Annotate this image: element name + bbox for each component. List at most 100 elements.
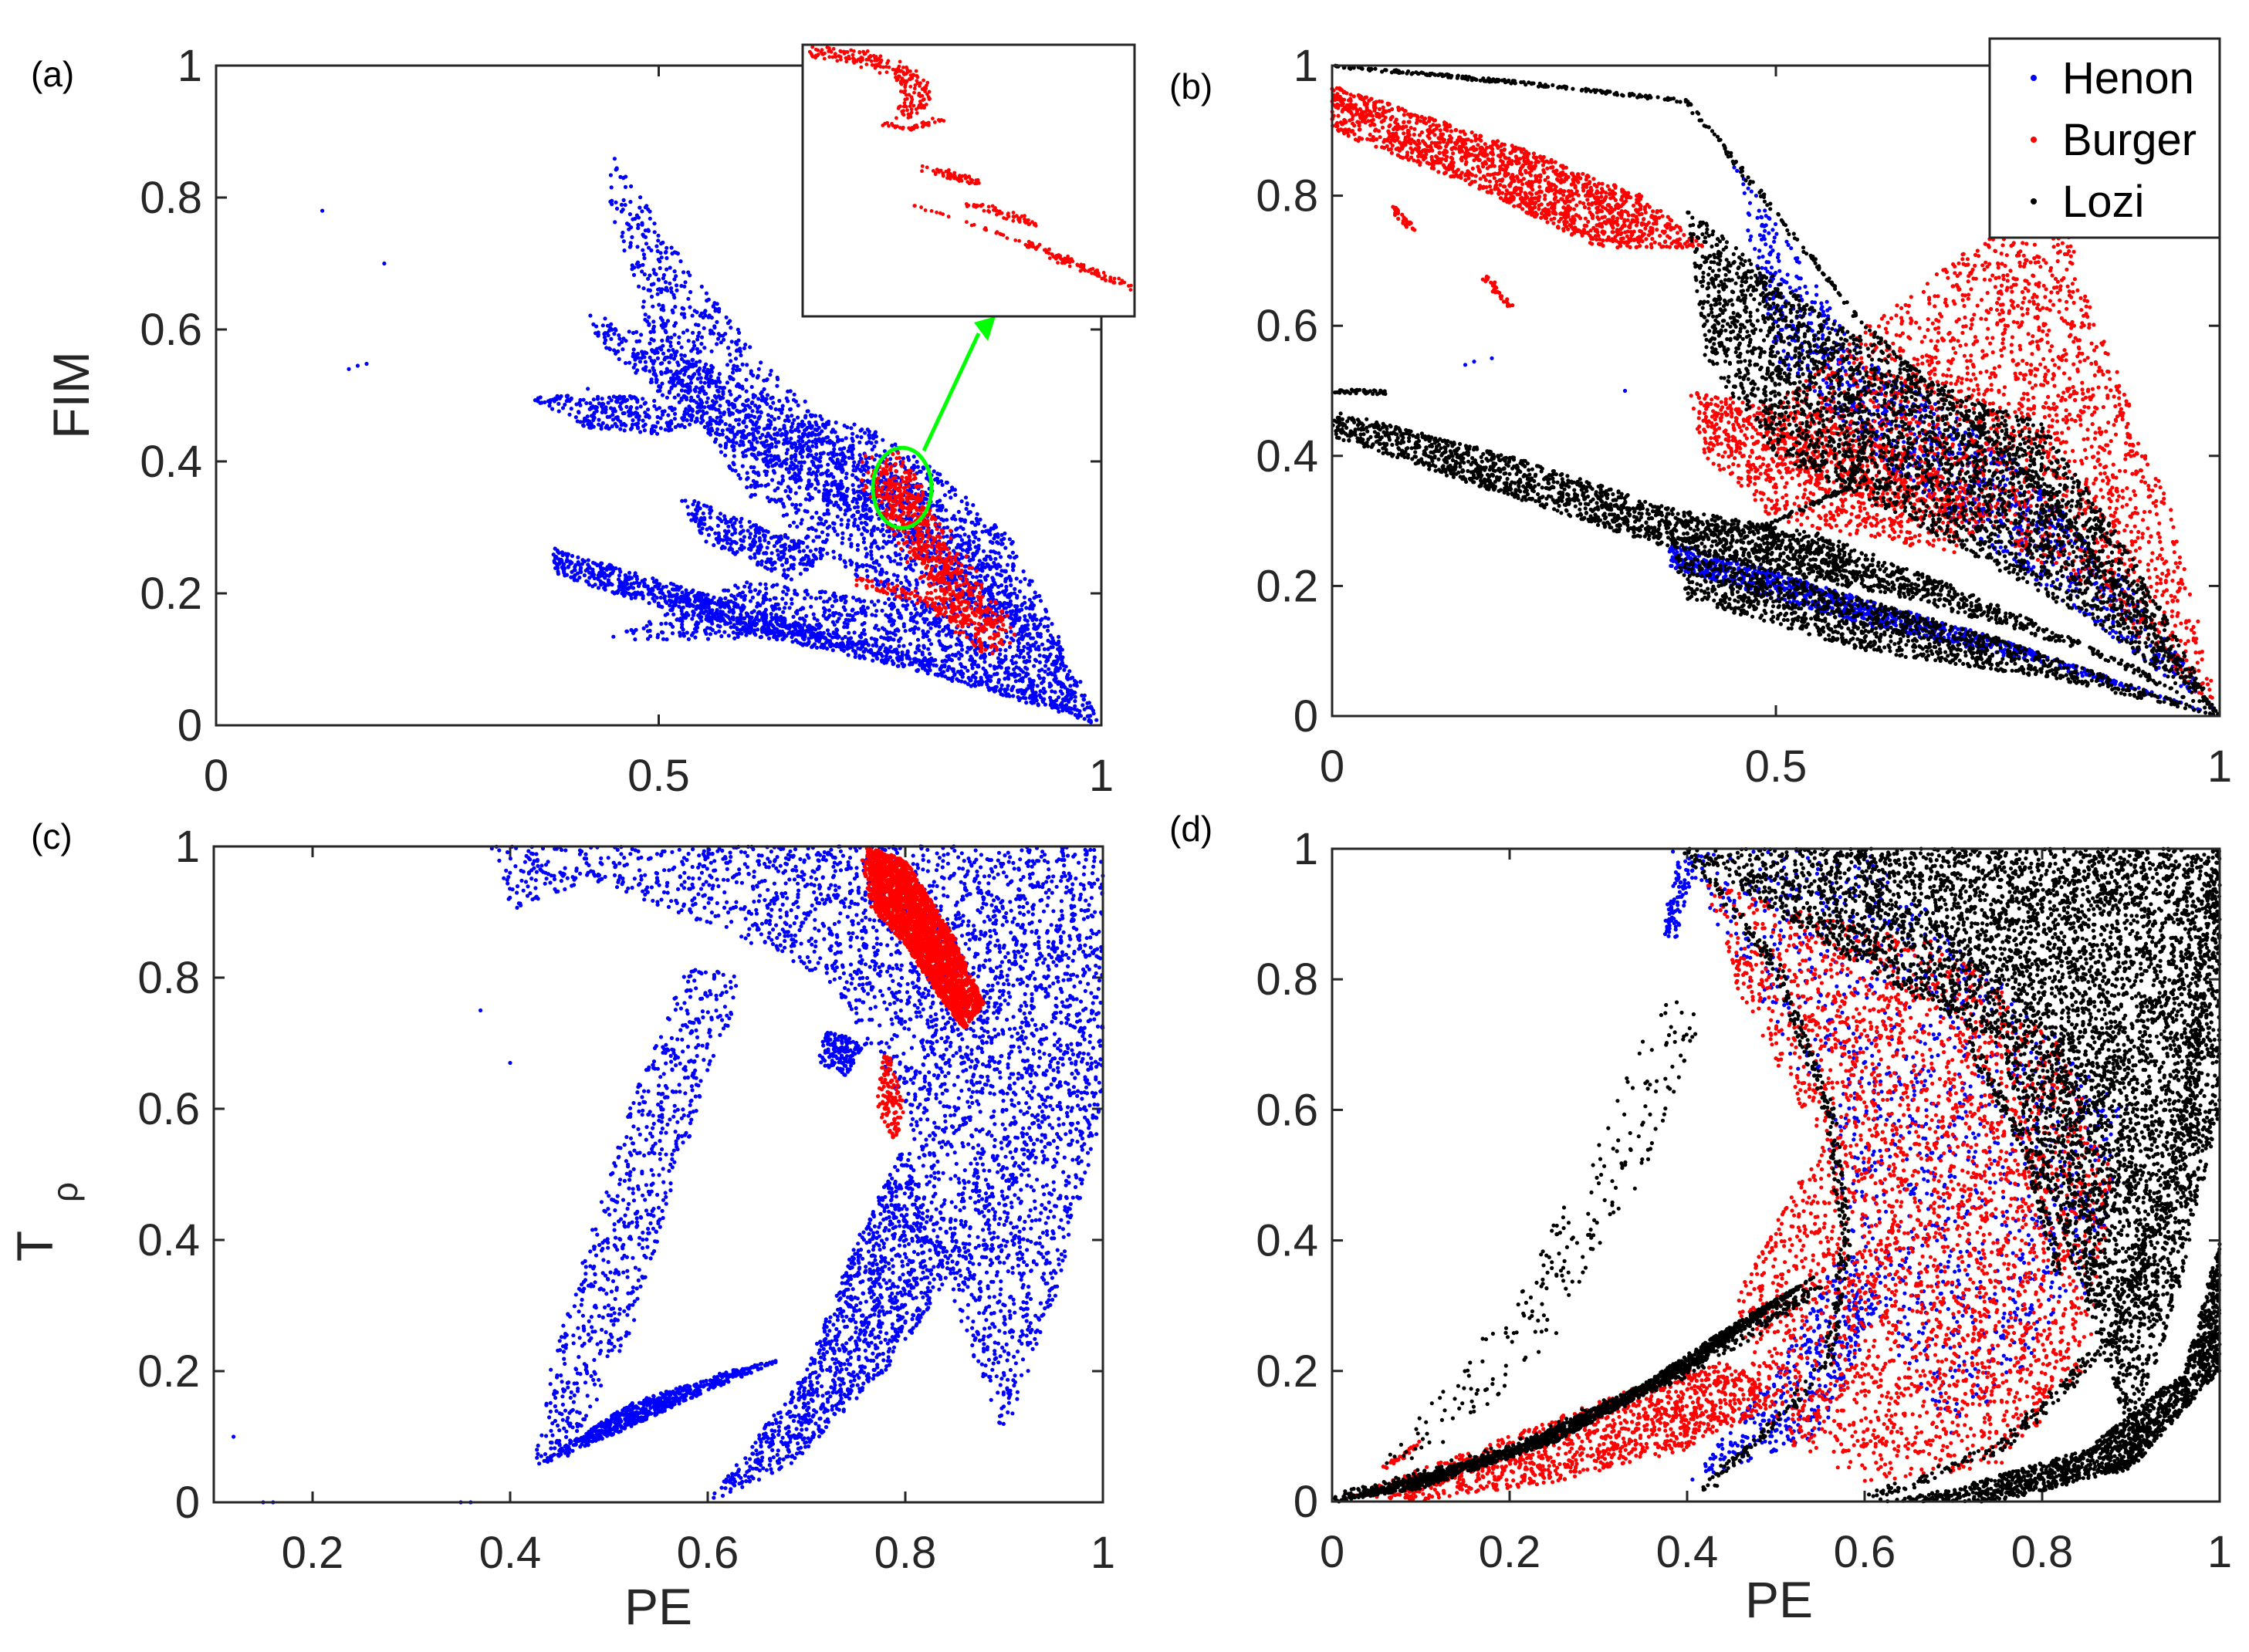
data-point	[565, 573, 569, 577]
data-point	[911, 569, 915, 573]
data-point	[672, 277, 676, 281]
data-point	[645, 319, 649, 323]
data-point	[658, 266, 662, 270]
data-point	[747, 440, 751, 444]
data-point	[783, 489, 787, 493]
data-point	[651, 305, 654, 309]
data-point	[844, 471, 848, 475]
data-point	[795, 525, 799, 529]
data-point	[560, 566, 564, 569]
data-point	[668, 608, 672, 612]
data-point	[657, 302, 661, 306]
data-point	[956, 670, 960, 674]
data-point	[865, 569, 869, 573]
data-point	[767, 418, 771, 422]
data-point	[810, 645, 813, 649]
data-point	[695, 598, 698, 602]
data-point	[914, 562, 918, 566]
data-point	[553, 555, 557, 559]
data-point	[773, 631, 776, 635]
data-point	[825, 647, 829, 650]
data-point	[1021, 696, 1025, 700]
data-point	[863, 657, 867, 660]
data-point	[643, 272, 647, 276]
data-point	[862, 540, 866, 544]
data-point	[681, 330, 685, 334]
data-point	[880, 658, 884, 662]
data-point	[1011, 655, 1015, 659]
data-point	[810, 515, 813, 519]
data-point	[652, 268, 656, 272]
data-point	[667, 349, 671, 353]
data-point	[648, 601, 651, 605]
data-point	[814, 511, 818, 515]
data-point	[884, 571, 888, 575]
data-point	[999, 692, 1003, 696]
data-point	[660, 605, 664, 609]
data-point	[856, 543, 860, 547]
data-point	[594, 583, 597, 586]
data-point	[899, 557, 903, 561]
data-point	[718, 380, 722, 384]
data-point	[714, 437, 718, 441]
data-point	[620, 235, 624, 238]
data-point	[891, 582, 895, 586]
data-point	[634, 596, 637, 600]
data-point	[719, 450, 723, 454]
data-point	[943, 674, 947, 678]
y-tick-label: 1	[178, 41, 202, 91]
data-point	[746, 471, 749, 475]
data-point	[802, 637, 806, 641]
data-point	[766, 393, 769, 397]
data-point	[635, 580, 639, 584]
data-point	[680, 590, 684, 594]
data-point	[698, 611, 702, 615]
data-point	[790, 461, 793, 465]
data-point	[849, 545, 853, 549]
data-point	[777, 399, 781, 403]
data-point	[732, 623, 736, 627]
data-point	[633, 593, 637, 596]
data-point	[621, 231, 624, 235]
data-point	[718, 372, 722, 376]
data-point	[683, 280, 687, 284]
data-point	[1003, 690, 1007, 694]
data-point	[610, 583, 614, 586]
data-point	[570, 554, 574, 558]
data-point	[849, 533, 853, 537]
data-point	[742, 419, 746, 423]
y-tick-label: 0.6	[140, 305, 202, 355]
data-point	[831, 648, 835, 652]
data-point	[679, 585, 683, 589]
data-point	[652, 272, 656, 275]
data-point	[628, 212, 632, 216]
data-point	[783, 419, 787, 423]
data-point	[852, 461, 856, 465]
data-point	[817, 522, 820, 525]
data-point	[769, 406, 773, 410]
data-point	[852, 524, 856, 528]
data-point	[637, 584, 641, 588]
data-point	[617, 584, 621, 588]
data-point	[647, 315, 651, 319]
data-point	[748, 345, 752, 349]
data-point	[908, 661, 912, 665]
data-point	[768, 373, 772, 377]
data-point	[688, 290, 692, 294]
data-point	[636, 265, 640, 269]
data-point	[868, 564, 872, 568]
data-point	[892, 559, 896, 562]
data-point	[873, 539, 877, 542]
data-point	[615, 167, 619, 171]
data-point	[875, 579, 879, 583]
data-point	[674, 600, 678, 603]
data-point	[702, 326, 706, 330]
data-point	[940, 671, 944, 675]
data-point	[647, 323, 651, 327]
data-point	[794, 400, 798, 404]
data-point	[703, 313, 707, 317]
data-point	[790, 502, 794, 506]
data-point	[732, 454, 736, 458]
data-point	[855, 574, 859, 578]
data-point	[1011, 694, 1015, 698]
